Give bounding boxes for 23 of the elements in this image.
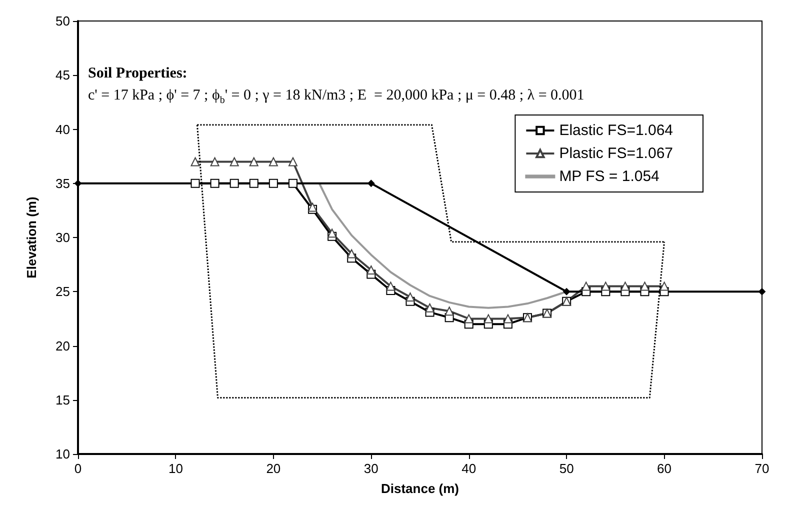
y-tick-label: 15 [56,392,70,408]
x-tick-label: 20 [266,461,281,476]
x-tick-label: 50 [559,461,574,476]
x-tick-label: 70 [754,461,770,476]
x-tick-label: 40 [462,461,476,476]
x-tick-label: 60 [657,461,672,476]
y-tick-label: 25 [56,284,70,300]
y-tick-label: 50 [56,14,70,28]
y-tick-label: 45 [56,68,70,83]
y-tick-label: 35 [56,176,70,191]
y-tick-label: 20 [56,338,70,354]
y-tick-label: 40 [56,122,70,137]
x-tick-label: 30 [364,461,378,476]
y-tick-label: 30 [56,230,70,245]
x-tick-label: 0 [74,461,82,476]
legend-label: MP FS = 1.054 [559,168,660,185]
legend-label: Elastic FS=1.064 [559,122,673,139]
x-axis-title: Distance (m) [380,481,460,496]
y-axis-title: Elevation (m) [24,196,39,278]
legend-label: Plastic FS=1.067 [559,145,673,162]
y-tick-label: 10 [56,446,70,462]
annotation: Soil Properties: [88,66,188,82]
x-tick-label: 10 [168,461,183,476]
